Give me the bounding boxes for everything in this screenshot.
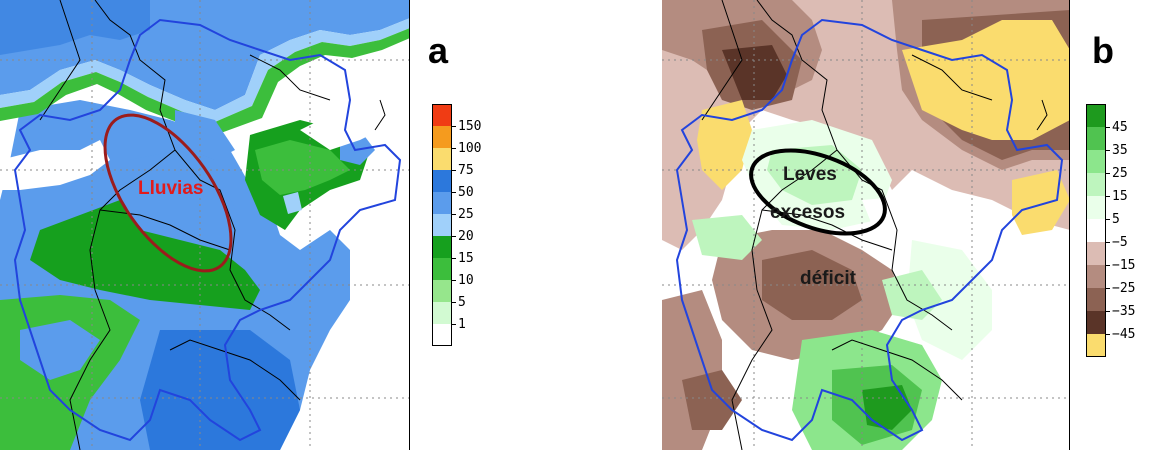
annotation-lluvias: Lluvias [138, 178, 204, 199]
anomaly-legend-swatch [1086, 265, 1106, 288]
precipitation-legend-swatch [432, 302, 452, 324]
precipitation-legend-label: 1 [458, 317, 466, 332]
anomaly-legend-label: 5 [1112, 212, 1120, 227]
highlight-ellipse-a [103, 113, 233, 273]
anomaly-map [662, 0, 1070, 450]
annotation-leves: Leves [783, 164, 837, 185]
panel-label-b: b [1092, 30, 1114, 71]
anomaly-legend-swatch [1086, 311, 1106, 334]
precipitation-legend-swatch [432, 236, 452, 258]
precipitation-legend-swatch [432, 192, 452, 214]
precipitation-legend-label: 50 [458, 185, 474, 200]
precipitation-legend-label: 15 [458, 251, 474, 266]
precipitation-legend-swatch [432, 170, 452, 192]
anomaly-legend-swatch [1086, 150, 1106, 173]
anomaly-legend-swatch [1086, 219, 1106, 242]
precipitation-legend-label: 20 [458, 229, 474, 244]
precipitation-legend-swatch [432, 280, 452, 302]
precipitation-legend-swatch [432, 148, 452, 170]
precipitation-legend-swatch [432, 104, 452, 126]
precipitation-legend-swatch [432, 258, 452, 280]
anomaly-legend-swatch [1086, 242, 1106, 265]
anomaly-legend-label: −5 [1112, 235, 1128, 250]
map-panel-a [0, 0, 410, 450]
anomaly-legend-label: −35 [1112, 304, 1136, 319]
legend-anomaly: 45 35 25 15 5 −5 −15 −25 −35 −45 [1086, 104, 1150, 358]
anomaly-legend-label: 25 [1112, 166, 1128, 181]
precipitation-legend-swatch [432, 214, 452, 236]
precipitation-legend-swatch [432, 126, 452, 148]
anomaly-legend-label: 35 [1112, 143, 1128, 158]
precipitation-legend-label: 10 [458, 273, 474, 288]
panel-label-a: a [428, 30, 449, 71]
anomaly-legend-swatch [1086, 127, 1106, 150]
precipitation-legend-label: 75 [458, 163, 474, 178]
highlight-ellipse-b [749, 148, 887, 236]
anomaly-legend-swatch [1086, 334, 1106, 357]
map-panel-b [662, 0, 1070, 450]
anomaly-legend-label: 15 [1112, 189, 1128, 204]
precipitation-legend-label: 100 [458, 141, 482, 156]
precipitation-legend-label: 150 [458, 119, 482, 134]
legend-precipitation: 150 100 75 50 25 20 15 10 5 1 [432, 104, 512, 346]
anomaly-legend-label: 45 [1112, 120, 1128, 135]
anomaly-legend-swatch [1086, 104, 1106, 127]
precipitation-legend-label: 5 [458, 295, 466, 310]
annotation-deficit: déficit [800, 268, 856, 289]
anomaly-legend-swatch [1086, 196, 1106, 219]
precipitation-legend-swatch [432, 324, 452, 346]
anomaly-legend-swatch [1086, 173, 1106, 196]
anomaly-legend-label: −45 [1112, 327, 1136, 342]
anomaly-legend-swatch [1086, 288, 1106, 311]
annotation-excesos: excesos [770, 202, 846, 223]
anomaly-legend-label: −25 [1112, 281, 1136, 296]
anomaly-legend-label: −15 [1112, 258, 1136, 273]
precipitation-legend-label: 25 [458, 207, 474, 222]
precipitation-map [0, 0, 410, 450]
